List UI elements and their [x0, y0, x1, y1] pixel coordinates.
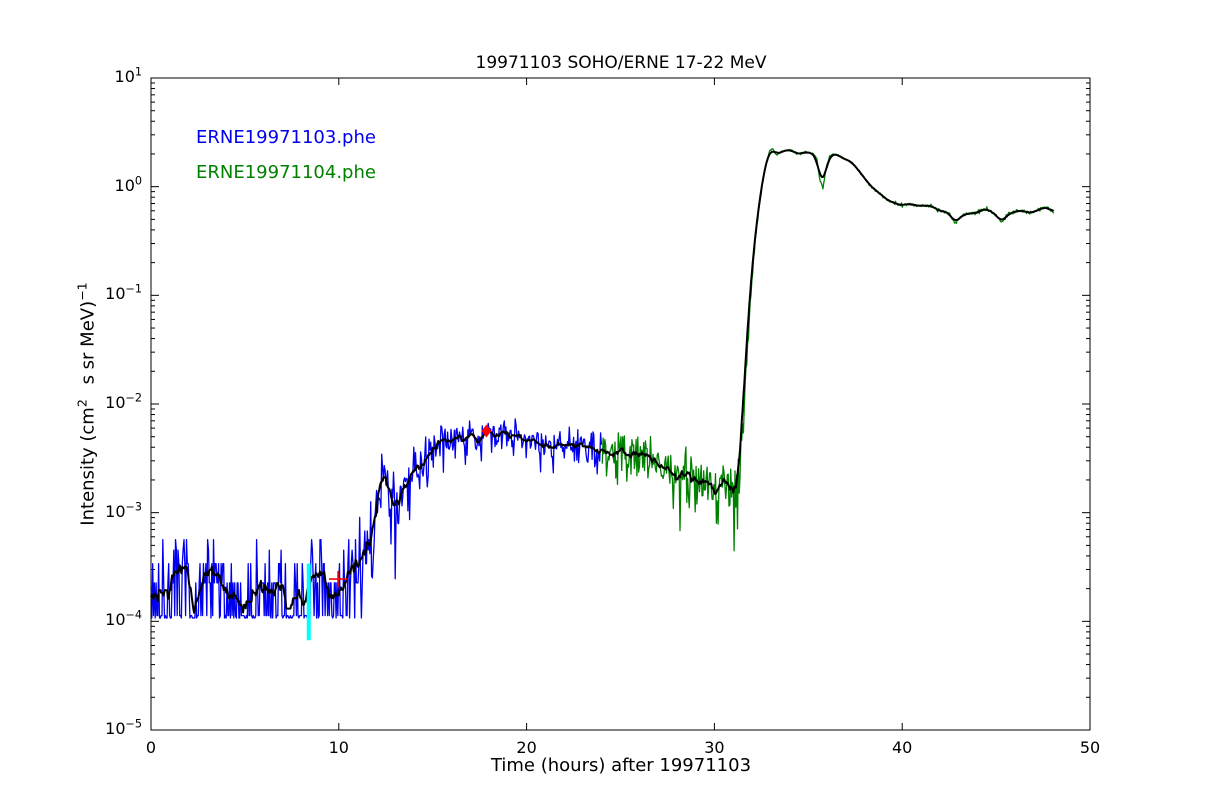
y-tick-label: 10−5 — [105, 717, 142, 738]
y-tick-label: 101 — [114, 65, 142, 86]
x-tick-label: 30 — [704, 738, 725, 757]
x-tick-label: 20 — [516, 738, 537, 757]
y-tick-label: 10−3 — [105, 500, 142, 521]
y-tick-label: 10−4 — [105, 609, 142, 630]
chart-title: 19971103 SOHO/ERNE 17-22 MeV — [475, 53, 767, 73]
y-tick-label: 10−1 — [105, 283, 142, 304]
x-tick-label: 0 — [145, 738, 157, 757]
legend-entry-erne19971104: ERNE19971104.phe — [196, 162, 376, 183]
x-tick-label: 10 — [328, 738, 349, 757]
x-tick-label: 50 — [1079, 738, 1101, 757]
x-tick-label: 40 — [892, 738, 913, 757]
legend-entry-erne19971103: ERNE19971103.phe — [196, 127, 376, 148]
series-erne19971103-trace — [151, 418, 603, 619]
event-marker-diamond — [481, 424, 492, 438]
y-axis-label-part: s sr MeV) — [77, 300, 99, 400]
y-tick-label: 100 — [114, 174, 142, 195]
x-axis-label: Time (hours) after 19971103 — [490, 755, 752, 776]
y-tick-label: 10−2 — [105, 391, 142, 412]
mean-curve-line — [150, 149, 1055, 614]
